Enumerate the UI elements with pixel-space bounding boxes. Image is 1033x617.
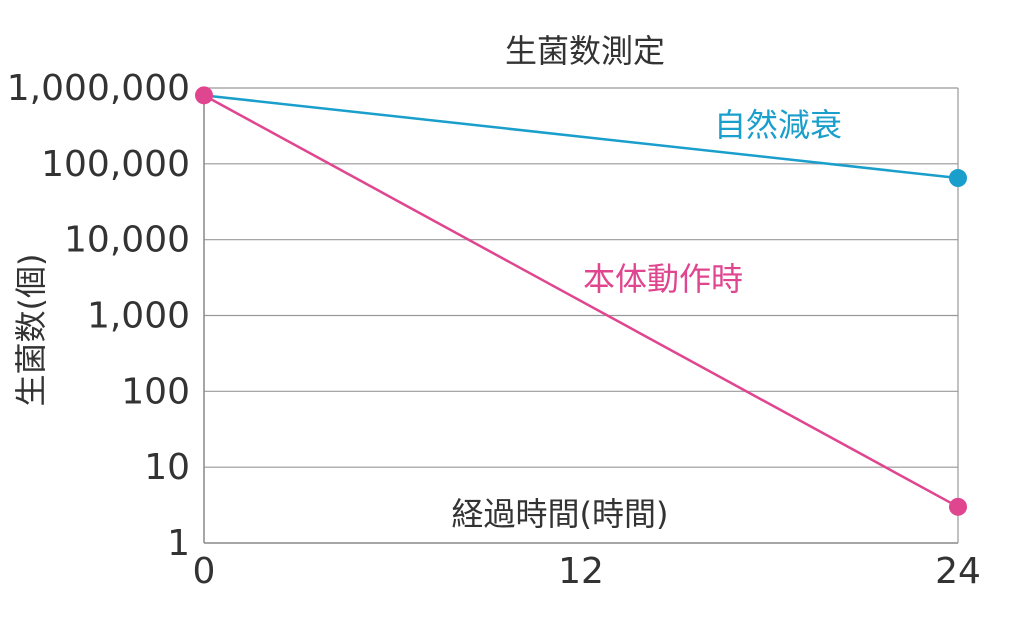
series-point bbox=[949, 169, 967, 188]
y-tick-label: 10,000 bbox=[64, 220, 190, 261]
series-point bbox=[195, 86, 213, 105]
y-tick-label: 1,000 bbox=[87, 296, 190, 337]
series-label: 自然減衰 bbox=[714, 106, 842, 144]
y-tick-label: 100,000 bbox=[41, 144, 190, 185]
x-tick-label: 24 bbox=[935, 551, 981, 592]
y-tick-label: 1 bbox=[167, 523, 190, 564]
y-tick-label: 10 bbox=[144, 447, 190, 488]
x-tick-label: 12 bbox=[558, 551, 604, 592]
series-label: 本体動作時 bbox=[583, 260, 743, 298]
x-axis-title: 経過時間(時間) bbox=[452, 495, 669, 533]
chart-title: 生菌数測定 bbox=[505, 32, 665, 70]
y-axis-title: 生菌数(個) bbox=[12, 254, 50, 407]
series-line bbox=[203, 94, 959, 508]
x-tick-label: 0 bbox=[193, 551, 216, 592]
y-axis-ticks: 1 10 100 1,000 10,000 100,000 1,000,000 bbox=[7, 68, 190, 564]
series-line bbox=[203, 94, 959, 180]
y-tick-label: 1,000,000 bbox=[7, 68, 190, 109]
y-tick-label: 100 bbox=[121, 371, 190, 412]
x-axis-ticks: 0 12 24 bbox=[193, 551, 981, 592]
series-point bbox=[949, 497, 967, 516]
